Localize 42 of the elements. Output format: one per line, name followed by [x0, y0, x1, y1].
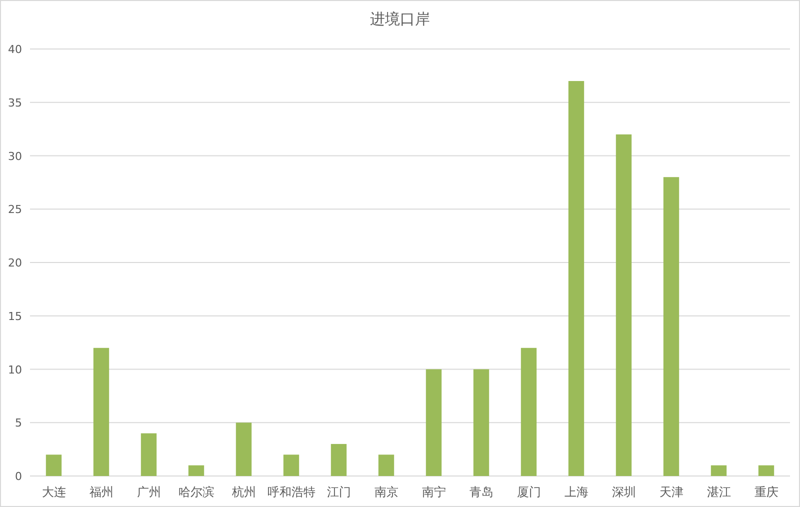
- bar: [520, 348, 537, 476]
- x-tick-label: 江门: [326, 485, 351, 499]
- bar: [330, 444, 347, 476]
- bar: [93, 348, 110, 476]
- y-tick-label: 25: [8, 203, 22, 216]
- bar: [140, 433, 157, 476]
- bar: [473, 369, 490, 476]
- x-tick-label: 呼和浩特: [267, 485, 316, 499]
- x-tick-label: 福州: [89, 485, 114, 499]
- y-tick-label: 40: [8, 43, 22, 56]
- y-tick-label: 5: [15, 416, 22, 430]
- bar: [236, 422, 252, 476]
- y-tick-label: 10: [8, 363, 22, 376]
- bar: [568, 81, 584, 476]
- x-tick-label: 青岛: [469, 485, 494, 499]
- x-tick-label: 天津: [659, 485, 684, 499]
- y-tick-label: 20: [8, 256, 22, 270]
- x-tick-label: 杭州: [230, 485, 256, 499]
- x-tick-label: 重庆: [754, 485, 778, 499]
- x-tick-label: 湛江: [706, 485, 731, 499]
- y-tick-label: 35: [8, 96, 22, 110]
- bar: [710, 465, 727, 476]
- bar: [758, 465, 774, 476]
- x-tick-label: 南宁: [422, 485, 446, 499]
- bar: [663, 177, 680, 476]
- x-tick-label: 南京: [374, 485, 398, 499]
- x-tick-label: 哈尔滨: [178, 485, 214, 499]
- bar: [283, 454, 300, 476]
- bar: [426, 369, 442, 476]
- x-tick-label: 厦门: [516, 485, 541, 499]
- bar: [378, 454, 394, 476]
- x-tick-label: 广州: [136, 485, 161, 499]
- x-tick-label: 大连: [42, 485, 66, 499]
- bar: [616, 134, 632, 476]
- chart-title: 进境口岸: [370, 10, 430, 28]
- y-tick-label: 30: [8, 150, 22, 163]
- x-tick-label: 上海: [564, 485, 588, 499]
- bar: [46, 454, 62, 476]
- y-tick-label: 15: [8, 310, 22, 323]
- x-tick-label: 深圳: [612, 485, 636, 499]
- bar: [188, 465, 204, 476]
- y-tick-label: 0: [15, 470, 22, 483]
